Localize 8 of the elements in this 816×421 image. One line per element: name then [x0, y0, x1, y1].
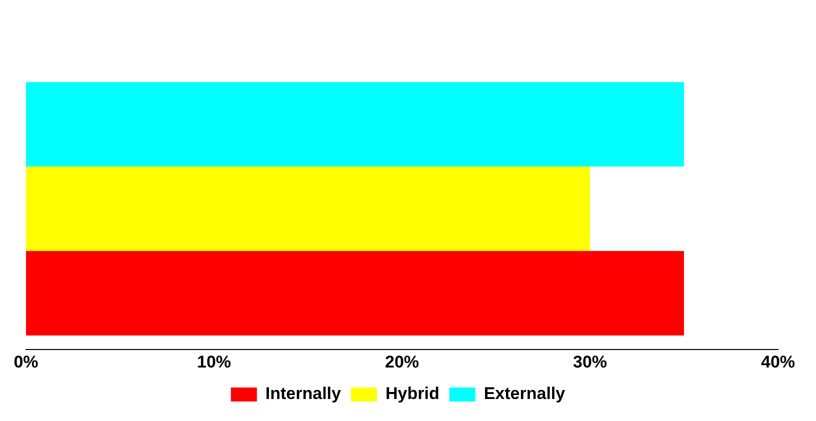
legend-label: Internally: [265, 384, 342, 404]
x-tick-label: 0%: [14, 352, 38, 372]
x-tick-label: 10%: [196, 352, 232, 372]
x-tick-label: 30%: [572, 352, 608, 372]
legend-label: Hybrid: [385, 384, 440, 404]
x-tick-label: 40%: [760, 352, 796, 372]
legend-label: Externally: [484, 384, 566, 404]
x-tick-label: 20%: [384, 352, 420, 372]
